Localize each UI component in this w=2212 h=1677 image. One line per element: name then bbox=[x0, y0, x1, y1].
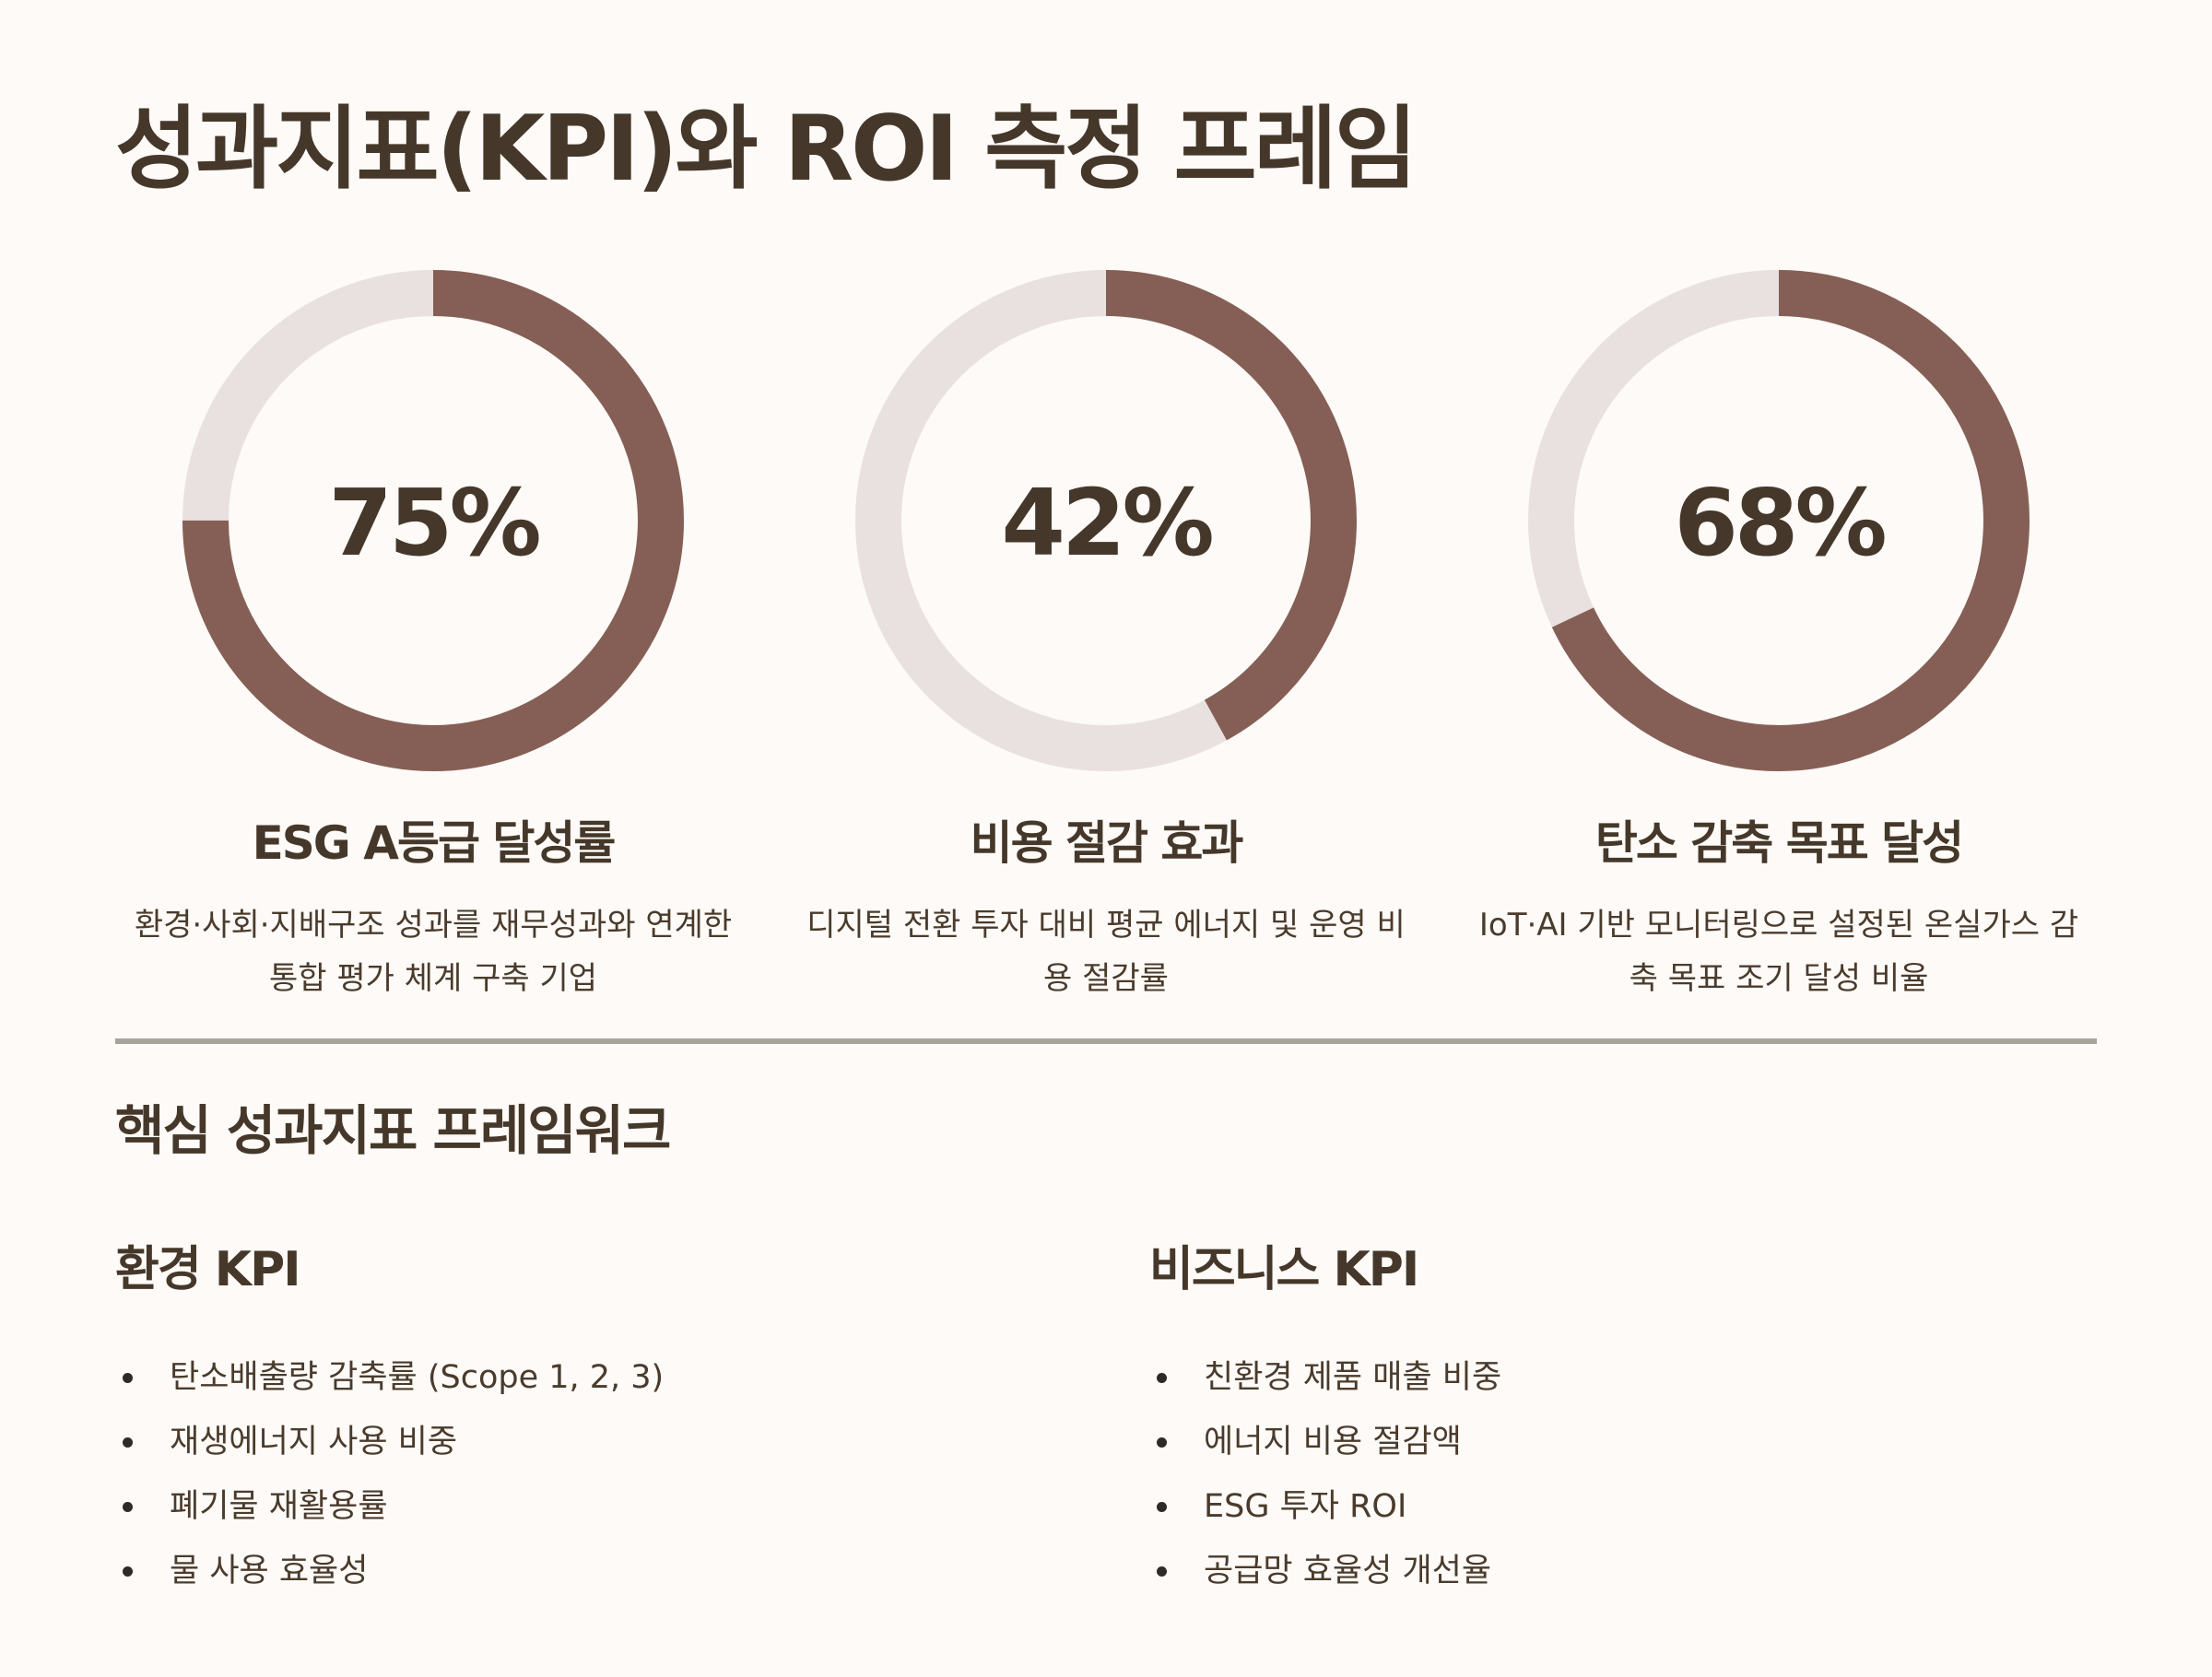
kpi-description: 디지털 전환 투자 대비 평균 에너지 및 운영 비 용 절감률 bbox=[788, 898, 1424, 1005]
list-item-text: 공급망 효율성 개선율 bbox=[1204, 1553, 1492, 1589]
bullet-icon bbox=[123, 1501, 133, 1512]
list-item-text: 에너지 비용 절감액 bbox=[1204, 1424, 1462, 1460]
section-title: 핵심 성과지표 프레임워크 bbox=[115, 1099, 671, 1162]
kpi-title: 비용 절감 효과 bbox=[970, 816, 1244, 870]
list-item: 에너지 비용 절감액 bbox=[1149, 1410, 1979, 1474]
page-title: 성과지표(KPI)와 ROI 측정 프레임 bbox=[115, 97, 1418, 202]
kpi-percent: 42% bbox=[1001, 469, 1212, 577]
list-item-text: 재생에너지 사용 비중 bbox=[170, 1424, 458, 1460]
bullet-icon bbox=[1157, 1501, 1167, 1512]
list-item: ESG 투자 ROI bbox=[1149, 1474, 1979, 1539]
kpi-desc-line: 디지털 전환 투자 대비 평균 에너지 및 운영 비 bbox=[806, 907, 1406, 944]
ring-progress bbox=[855, 270, 1357, 771]
divider bbox=[115, 1038, 2097, 1044]
list-item-text: 폐기물 재활용률 bbox=[170, 1488, 388, 1525]
list-item-text: 친환경 제품 매출 비중 bbox=[1204, 1359, 1502, 1396]
ring-progress bbox=[182, 270, 684, 771]
kpi-card-cost: 42% 비용 절감 효과 디지털 전환 투자 대비 평균 에너지 및 운영 비 … bbox=[788, 263, 1424, 1005]
kpi-description: 환경·사회·지배구조 성과를 재무성과와 연계한 통합 평가 체계 구축 기업 bbox=[115, 898, 751, 1005]
bullet-icon bbox=[1157, 1566, 1167, 1577]
kpi-desc-line: 축 목표 조기 달성 비율 bbox=[1629, 960, 1929, 997]
bullet-icon bbox=[123, 1372, 133, 1383]
list-item: 재생에너지 사용 비중 bbox=[115, 1410, 945, 1474]
kpi-percent: 75% bbox=[328, 469, 539, 577]
biz-kpi-heading: 비즈니스 KPI bbox=[1149, 1242, 1419, 1297]
donut-chart: 68% bbox=[1528, 270, 2030, 771]
kpi-description: IoT·AI 기반 모니터링으로 설정된 온실가스 감 축 목표 조기 달성 비… bbox=[1461, 898, 2097, 1005]
donut-chart: 42% bbox=[855, 270, 1357, 771]
kpi-title: 탄소 감축 목표 달성 bbox=[1594, 816, 1964, 870]
list-item-text: 탄소배출량 감축률 (Scope 1, 2, 3) bbox=[170, 1359, 665, 1396]
env-kpi-list: 탄소배출량 감축률 (Scope 1, 2, 3) 재생에너지 사용 비중 폐기… bbox=[115, 1345, 945, 1603]
ring-progress bbox=[1528, 270, 2030, 771]
list-item: 탄소배출량 감축률 (Scope 1, 2, 3) bbox=[115, 1345, 945, 1410]
list-item-text: 물 사용 효율성 bbox=[170, 1553, 369, 1589]
bullet-icon bbox=[1157, 1437, 1167, 1448]
kpi-title: ESG A등급 달성률 bbox=[252, 816, 617, 870]
kpi-card-carbon: 68% 탄소 감축 목표 달성 IoT·AI 기반 모니터링으로 설정된 온실가… bbox=[1461, 263, 2097, 1005]
kpi-desc-line: IoT·AI 기반 모니터링으로 설정된 온실가스 감 bbox=[1478, 907, 2079, 944]
bullet-icon bbox=[123, 1566, 133, 1577]
list-item: 공급망 효율성 개선율 bbox=[1149, 1539, 1979, 1603]
bullet-icon bbox=[123, 1437, 133, 1448]
kpi-card-esg: 75% ESG A등급 달성률 환경·사회·지배구조 성과를 재무성과와 연계한… bbox=[115, 263, 751, 1005]
kpi-percent: 68% bbox=[1674, 469, 1885, 577]
biz-kpi-list: 친환경 제품 매출 비중 에너지 비용 절감액 ESG 투자 ROI 공급망 효… bbox=[1149, 1345, 1979, 1603]
bullet-icon bbox=[1157, 1372, 1167, 1383]
list-item: 물 사용 효율성 bbox=[115, 1539, 945, 1603]
list-item: 친환경 제품 매출 비중 bbox=[1149, 1345, 1979, 1410]
env-kpi-column: 환경 KPI 탄소배출량 감축률 (Scope 1, 2, 3) 재생에너지 사… bbox=[115, 1230, 945, 1603]
list-item-text: ESG 투자 ROI bbox=[1204, 1488, 1407, 1525]
kpi-desc-line: 환경·사회·지배구조 성과를 재무성과와 연계한 bbox=[134, 907, 733, 944]
donut-chart: 75% bbox=[182, 270, 684, 771]
list-item: 폐기물 재활용률 bbox=[115, 1474, 945, 1539]
kpi-desc-line: 통합 평가 체계 구축 기업 bbox=[268, 960, 598, 997]
biz-kpi-column: 비즈니스 KPI 친환경 제품 매출 비중 에너지 비용 절감액 ESG 투자 … bbox=[1149, 1230, 1979, 1603]
env-kpi-heading: 환경 KPI bbox=[115, 1242, 301, 1297]
kpi-desc-line: 용 절감률 bbox=[1043, 960, 1169, 997]
